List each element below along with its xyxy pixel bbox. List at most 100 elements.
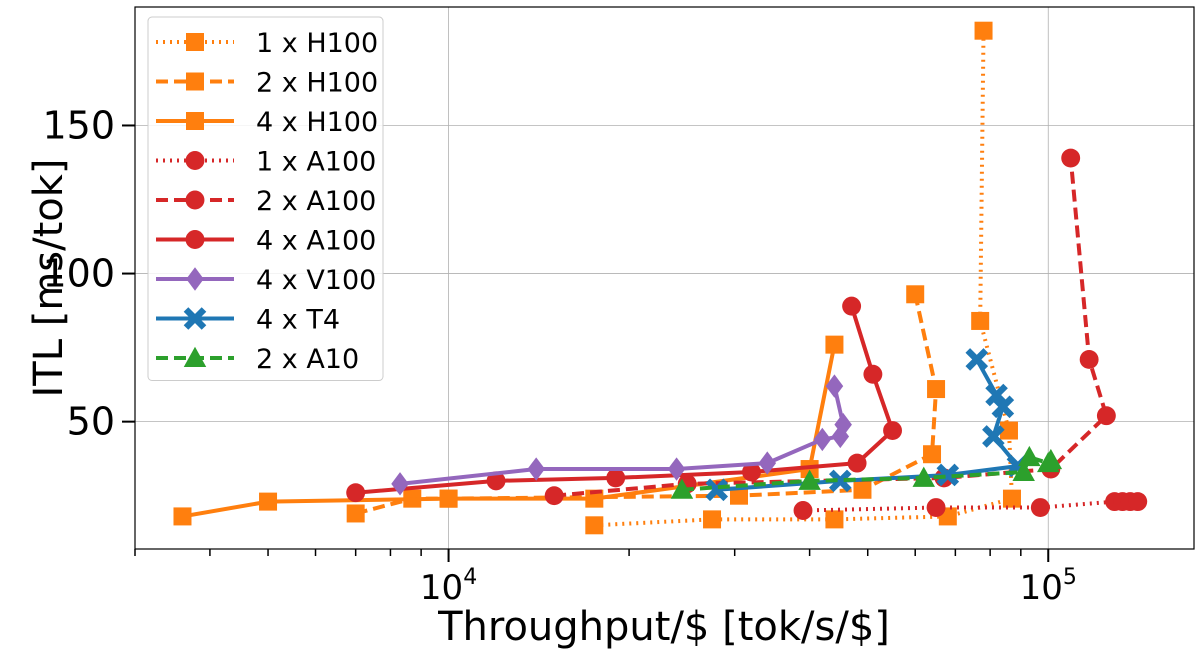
data-point (186, 72, 204, 91)
data-point (1012, 460, 1035, 481)
data-point (985, 383, 1008, 407)
data-point (186, 33, 204, 51)
data-point (186, 112, 204, 130)
data-point (906, 285, 925, 304)
legend: 1 x H100 2 x H100 4 x H100 1 x A100 2 x A100… (147, 16, 384, 381)
data-point (346, 504, 365, 523)
data-point (1039, 448, 1063, 470)
legend-entry: 4 x H100 (156, 107, 378, 138)
data-point (585, 489, 604, 508)
x-axis-label: Throughput/$ [tok/s/$] (437, 604, 890, 650)
data-point (825, 335, 844, 354)
legend-entry: 2 x A10 (156, 344, 359, 375)
legend-entry: 4 x A100 (156, 226, 376, 257)
data-point (863, 364, 883, 384)
series-line (355, 305, 895, 495)
legend-label: 4 x T4 (256, 305, 340, 336)
series-line (182, 344, 837, 519)
data-point (798, 469, 821, 490)
legend-label: 2 x A100 (256, 186, 376, 217)
legend-entry: 2 x A100 (156, 186, 376, 217)
data-point (173, 507, 192, 526)
legend-label: 4 x A100 (256, 226, 376, 257)
series-4-x-t4 (705, 348, 1030, 502)
data-point (439, 489, 458, 508)
data-point (825, 374, 844, 398)
plot-frame (134, 6, 1195, 550)
x-tick-label: 105 (1020, 565, 1077, 608)
data-point (883, 421, 903, 440)
series-4-x-h100 (173, 335, 844, 526)
legend-entry: 1 x H100 (156, 28, 378, 59)
data-point (183, 307, 207, 330)
data-point (527, 457, 545, 481)
data-point (982, 425, 1005, 448)
legend-label: 1 x A100 (256, 147, 376, 178)
legend-entry: 4 x T4 (156, 305, 340, 336)
data-point (585, 516, 604, 535)
series-layer (173, 21, 1148, 535)
data-point (1030, 498, 1050, 517)
data-point (486, 471, 506, 491)
data-point (667, 457, 686, 481)
y-tick-label: 100 (42, 252, 115, 296)
data-point (606, 468, 626, 488)
data-point (971, 311, 990, 330)
series-2-x-a10 (670, 445, 1063, 499)
data-point (742, 462, 761, 482)
data-point (758, 451, 777, 475)
data-point (813, 427, 832, 452)
data-point (1096, 406, 1116, 426)
data-point (259, 492, 278, 511)
data-point (793, 501, 813, 520)
data-point (847, 453, 867, 473)
data-point (186, 267, 204, 291)
data-point (927, 380, 946, 399)
legend-label: 2 x H100 (256, 68, 378, 99)
data-point (1002, 489, 1021, 508)
legend-label: 4 x V100 (256, 265, 376, 296)
legend-entry: 4 x V100 (156, 265, 376, 296)
legend-label: 1 x H100 (256, 28, 378, 59)
data-point (729, 486, 748, 505)
data-point (1018, 445, 1041, 467)
series-1-x-a100 (793, 492, 1148, 520)
data-point (185, 190, 205, 210)
data-point (974, 21, 993, 40)
data-point (346, 483, 366, 503)
x-tick-label: 104 (420, 565, 477, 608)
y-tick-label: 50 (67, 400, 115, 444)
data-point (185, 151, 205, 170)
y-axis-label: ITL [ms/tok] (26, 158, 72, 397)
legend-label: 4 x H100 (256, 107, 378, 138)
data-point (936, 463, 960, 487)
data-point (965, 348, 989, 371)
legend-entry: 1 x A100 (156, 147, 376, 178)
data-point (1061, 148, 1081, 168)
data-point (842, 296, 862, 316)
data-point (828, 469, 852, 493)
data-point (183, 346, 207, 367)
data-point (825, 510, 844, 529)
data-point (853, 480, 872, 499)
data-point (999, 421, 1018, 440)
y-tick-label: 150 (42, 103, 115, 147)
data-point (705, 478, 729, 502)
data-point (544, 486, 564, 506)
data-point (670, 478, 694, 499)
data-point (185, 230, 205, 249)
data-point (703, 510, 722, 529)
series-4-x-v100 (391, 374, 852, 496)
data-point (923, 445, 942, 464)
legend-box (147, 16, 384, 381)
legend-entry: 2 x H100 (156, 68, 378, 99)
data-point (926, 498, 946, 517)
data-point (991, 395, 1015, 419)
series-4-x-a100 (346, 296, 903, 503)
legend-label: 2 x A10 (256, 344, 359, 375)
axes: 104 105 50 100 150 (42, 103, 1076, 608)
data-point (1079, 349, 1099, 369)
data-point (834, 412, 852, 437)
data-point (912, 466, 936, 487)
